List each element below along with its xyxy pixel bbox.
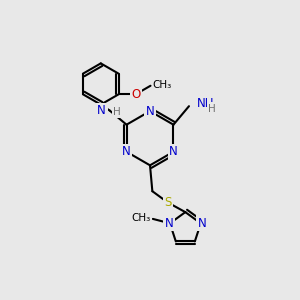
Text: S: S <box>164 196 171 209</box>
Text: N: N <box>169 145 178 158</box>
Text: N: N <box>97 104 106 117</box>
Text: O: O <box>132 88 141 101</box>
Text: CH₃: CH₃ <box>153 80 172 90</box>
Text: N: N <box>146 105 154 118</box>
Text: H: H <box>208 103 216 113</box>
Text: N: N <box>164 217 173 230</box>
Text: N: N <box>197 217 206 230</box>
Text: N: N <box>122 145 131 158</box>
Text: CH₃: CH₃ <box>131 213 151 223</box>
Text: NH: NH <box>197 97 215 110</box>
Text: H: H <box>113 107 121 117</box>
